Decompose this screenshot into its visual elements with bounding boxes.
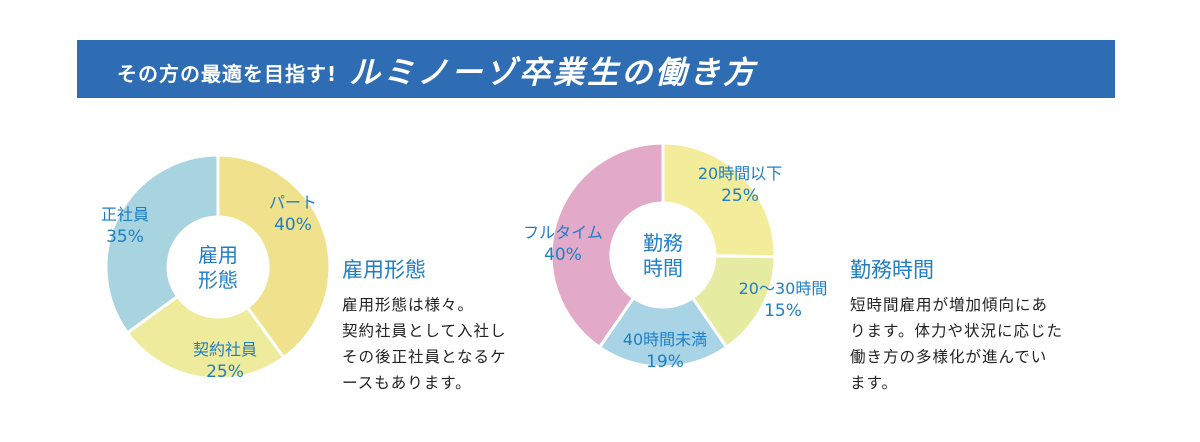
hours-line: 働き方の多様化が進んでい — [850, 348, 1048, 366]
employment-donut-chart: パート 40% 契約社員 25% 正社員 35% 雇用形態 — [101, 153, 332, 382]
slice-value-label: 40% — [274, 215, 312, 235]
slice-label: 正社員 — [101, 205, 149, 224]
employment-description: 雇用形態 雇用形態は様々。 契約社員として入社し その後正社員となるケ ースもあ… — [342, 254, 507, 396]
donut-slice — [661, 141, 777, 259]
hours-title: 勤務時間 — [850, 258, 934, 282]
hours-line: 短時間雇用が増加傾向にあ — [850, 296, 1049, 314]
hours-text: 短時間雇用が増加傾向にあ ります。体力や状況に応じた 働き方の多様化が進んでい … — [850, 292, 1063, 396]
employment-line: ースもあります。 — [342, 374, 472, 392]
donut-slice — [597, 295, 729, 369]
header-subtitle: その方の最適を目指す! — [117, 61, 338, 86]
hours-line: ます。 — [850, 374, 898, 392]
header-banner: その方の最適を目指す! ルミノーゾ卒業生の働き方 — [77, 40, 1115, 98]
slice-label: 契約社員 — [193, 340, 257, 359]
hours-description: 勤務時間 短時間雇用が増加傾向にあ ります。体力や状況に応じた 働き方の多様化が… — [850, 254, 1063, 396]
employment-text: 雇用形態は様々。 契約社員として入社し その後正社員となるケ ースもあります。 — [342, 292, 507, 396]
employment-title: 雇用形態 — [342, 258, 426, 282]
center-label: 勤務 — [643, 231, 683, 255]
slice-value-label: 35% — [106, 227, 144, 247]
slice-label: 20時間以下 — [698, 164, 782, 183]
slice-label: パート — [269, 193, 317, 212]
slice-label: 20〜30時間 — [739, 279, 828, 298]
slice-value-label: 15% — [764, 301, 802, 321]
slice-value-label: 25% — [721, 186, 759, 206]
donut-slice — [104, 153, 220, 335]
employment-line: その後正社員となるケ — [342, 348, 507, 366]
center-label: 時間 — [643, 256, 683, 280]
slice-value-label: 25% — [206, 362, 244, 382]
slice-value-label: 19% — [646, 352, 684, 372]
center-label: 形態 — [198, 268, 238, 292]
center-label: 雇用 — [198, 243, 238, 267]
hours-donut-chart: 20時間以下 25% 20〜30時間 15% 40時間未満 19% フルタイム 40% 勤務時間 — [523, 141, 828, 372]
donut-slice — [216, 153, 332, 360]
slice-label: 40時間未満 — [623, 330, 707, 349]
donut-slice — [125, 294, 286, 381]
hours-line: ります。体力や状況に応じた — [850, 322, 1063, 340]
slice-value-label: 40% — [544, 245, 582, 265]
donut-slice — [549, 141, 665, 350]
employment-line: 雇用形態は様々。 — [342, 296, 475, 314]
slice-label: フルタイム — [523, 223, 603, 242]
employment-line: 契約社員として入社し — [342, 322, 507, 340]
header-title: ルミノーゾ卒業生の働き方 — [349, 54, 758, 91]
